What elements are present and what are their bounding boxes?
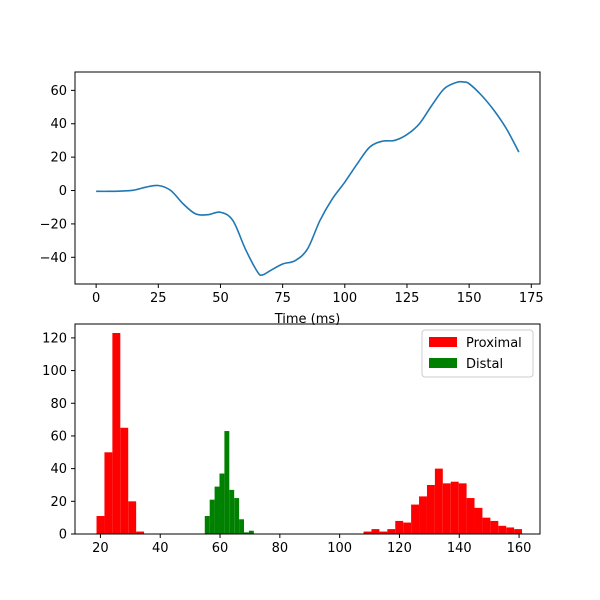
line-chart-ytick-label: −40	[40, 251, 67, 266]
histogram-ytick-label: 40	[50, 462, 67, 477]
histogram-xtick-label: 60	[212, 541, 229, 556]
line-chart-xlabel: Time (ms)	[274, 312, 341, 327]
histogram-bar-proximal	[371, 529, 380, 534]
histogram-bar-proximal	[419, 496, 427, 534]
histogram-bar-proximal	[506, 527, 515, 534]
legend-swatch-distal	[429, 358, 457, 368]
histogram-bar-proximal	[363, 531, 372, 534]
line-chart-xtick-label: 0	[92, 291, 100, 306]
histogram-xtick-label: 160	[507, 541, 532, 556]
histogram-ytick-label: 100	[42, 364, 67, 379]
line-chart-xtick-label: 25	[150, 291, 167, 306]
histogram-ytick-label: 80	[50, 397, 67, 412]
histogram-bar-proximal	[112, 332, 121, 534]
line-chart-ytick-label: 20	[50, 151, 67, 166]
histogram-bar-proximal	[498, 525, 507, 534]
line-chart-ytick-label: −20	[40, 217, 67, 232]
histogram-bar-distal	[209, 499, 215, 534]
line-chart: 0 25 50 75 100 125 150 175 −40 −20 0 20 40 60 Time (m…	[40, 71, 544, 327]
histogram-bar-proximal	[442, 483, 451, 534]
line-chart-marks	[96, 80, 520, 277]
histogram-bar-proximal	[120, 427, 129, 534]
histogram-frame	[74, 323, 541, 535]
line-chart-xtick-label: 175	[519, 291, 544, 306]
line-chart-ytick-label: 60	[50, 84, 67, 99]
histogram-ticks: 20 40 60 80 100 120 140 160 0 20 40 60 80 100 120	[42, 331, 531, 556]
line-chart-xtick-label: 125	[395, 291, 420, 306]
line-chart-ytick-label: 0	[59, 184, 67, 199]
histogram-bar-proximal	[458, 483, 467, 534]
histogram-bar-proximal	[474, 507, 483, 534]
histogram-xtick-label: 80	[272, 541, 289, 556]
legend-label-proximal: Proximal	[466, 336, 522, 351]
line-chart-frame	[74, 71, 541, 285]
histogram-chart: 20 40 60 80 100 120 140 160 0 20 40 60 80 100 120 Prox…	[42, 323, 541, 556]
histogram-bar-proximal	[96, 516, 105, 534]
histogram-bar-proximal	[136, 531, 145, 534]
histogram-xtick-label: 20	[92, 541, 109, 556]
histogram-bar-distal	[224, 431, 230, 534]
histogram-ytick-label: 60	[50, 429, 67, 444]
histogram-bar-proximal	[387, 529, 396, 534]
histogram-bar-proximal	[411, 504, 420, 534]
histogram-bar-proximal	[395, 520, 404, 534]
line-chart-xtick-label: 50	[212, 291, 229, 306]
line-series-0	[96, 80, 520, 277]
histogram-xtick-label: 40	[152, 541, 169, 556]
line-chart-ytick-label: 40	[50, 117, 67, 132]
histogram-bar-proximal	[466, 498, 475, 534]
histogram-bar-distal	[239, 519, 245, 534]
histogram-marks	[96, 332, 523, 534]
legend-swatch-proximal	[429, 337, 457, 347]
histogram-bar-proximal	[104, 452, 113, 534]
histogram-bar-proximal	[450, 481, 459, 534]
line-chart-ticks: 0 25 50 75 100 125 150 175 −40 −20 0 20 40 60	[40, 84, 544, 306]
histogram-bar-proximal	[482, 517, 491, 534]
histogram-bar-proximal	[490, 520, 499, 534]
histogram-xtick-label: 120	[387, 541, 412, 556]
histogram-bar-distal	[244, 532, 249, 534]
histogram-bar-distal	[219, 473, 225, 534]
legend: Proximal Distal	[421, 329, 534, 378]
histogram-ytick-label: 120	[42, 331, 67, 346]
histogram-ytick-label: 20	[50, 495, 67, 510]
histogram-bar-proximal	[434, 468, 443, 534]
histogram-bar-distal	[229, 489, 235, 534]
histogram-bar-distal	[234, 498, 240, 534]
line-chart-xtick-label: 150	[457, 291, 482, 306]
legend-label-distal: Distal	[466, 357, 503, 372]
histogram-bar-distal	[248, 530, 254, 534]
histogram-xtick-label: 140	[447, 541, 472, 556]
histogram-bar-proximal	[514, 529, 523, 534]
histogram-ytick-label: 0	[59, 528, 67, 543]
line-chart-xtick-label: 100	[332, 291, 357, 306]
histogram-bar-proximal	[379, 531, 388, 534]
histogram-xtick-label: 100	[327, 541, 352, 556]
histogram-bar-proximal	[426, 484, 435, 534]
histogram-bar-proximal	[403, 522, 412, 534]
histogram-bar-distal	[214, 486, 220, 534]
line-chart-xtick-label: 75	[274, 291, 291, 306]
histogram-bar-distal	[204, 516, 210, 534]
histogram-bar-proximal	[128, 501, 137, 534]
